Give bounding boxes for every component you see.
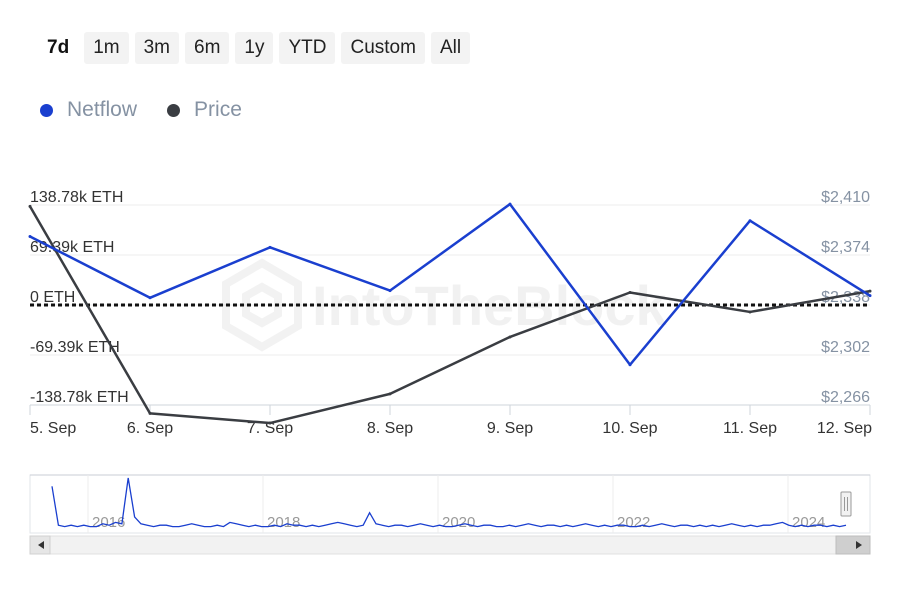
legend-dot-netflow xyxy=(40,103,53,117)
data-point-netflow xyxy=(268,245,272,249)
data-point-price xyxy=(268,421,272,425)
data-point-netflow xyxy=(148,296,152,300)
legend-label-netflow: Netflow xyxy=(67,98,138,121)
series-line-price xyxy=(28,205,871,425)
navigator-year-label: 2024 xyxy=(792,514,825,531)
data-point-price xyxy=(28,204,32,208)
range-1y-button[interactable]: 1y xyxy=(235,32,274,64)
y-left-tick-label: -138.78k ETH xyxy=(30,389,129,406)
data-point-price xyxy=(508,335,512,339)
x-axis: 5. Sep 6. Sep 7. Sep 8. Sep 9. Sep 10. Sep 11.… xyxy=(29,404,872,437)
range-selector: 7d 1m 3m 6m 1y YTD Custom All xyxy=(38,32,471,64)
y-left-tick-label: 69.39k ETH xyxy=(30,239,114,256)
data-point-price xyxy=(868,289,872,293)
scroll-right-arrow-icon xyxy=(856,541,862,549)
y-right-tick-label: $2,266 xyxy=(821,389,870,406)
data-point-netflow xyxy=(28,235,32,239)
y-right-tick-label: $2,302 xyxy=(821,339,870,356)
x-tick-label: 10. Sep xyxy=(602,420,657,437)
legend-item-netflow[interactable]: Netflow xyxy=(40,98,137,122)
x-tick-label: 5. Sep xyxy=(30,420,76,437)
navigator-year-label: 2016 xyxy=(92,514,125,531)
scrollbar-thumb xyxy=(835,535,871,555)
x-tick-label: 11. Sep xyxy=(723,420,777,437)
data-point-netflow xyxy=(748,219,752,223)
series-line-netflow xyxy=(29,202,871,367)
y-right-tick-label: $2,374 xyxy=(821,239,870,256)
navigator-year-label: 2020 xyxy=(442,514,475,531)
data-point-price xyxy=(388,392,392,396)
navigator-scrollbar[interactable] xyxy=(29,535,871,555)
legend-dot-price xyxy=(167,103,181,117)
range-6m-button[interactable]: 6m xyxy=(185,32,230,64)
data-point-netflow xyxy=(628,363,632,367)
range-custom-button[interactable]: Custom xyxy=(341,32,425,64)
range-ytd-button[interactable]: YTD xyxy=(279,32,336,64)
y-right-tick-label: $2,410 xyxy=(821,189,870,206)
x-tick-label: 9. Sep xyxy=(487,420,533,437)
y-axis-left: 138.78k ETH 69.39k ETH 0 ETH -69.39k ETH -13… xyxy=(30,189,129,406)
range-1m-button[interactable]: 1m xyxy=(84,32,129,64)
navigator-handle[interactable] xyxy=(840,491,852,517)
y-left-tick-label: -69.39k ETH xyxy=(30,339,120,356)
y-left-tick-label: 138.78k ETH xyxy=(30,189,123,206)
legend-label-price: Price xyxy=(194,98,242,121)
data-point-price xyxy=(628,291,632,294)
navigator-frame xyxy=(29,474,871,534)
scrollbar-track xyxy=(29,535,871,555)
x-tick-label: 12. Sep xyxy=(817,420,872,437)
data-point-price xyxy=(148,411,152,415)
data-point-netflow xyxy=(508,202,512,206)
navigator-year-label: 2018 xyxy=(267,514,300,531)
range-all-button[interactable]: All xyxy=(430,32,471,64)
x-tick-label: 8. Sep xyxy=(367,420,413,437)
x-tick-label: 6. Sep xyxy=(127,420,173,437)
navigator-series-line xyxy=(51,477,847,528)
navigator: 2016 2018 2020 2022 2024 xyxy=(29,474,871,555)
legend-item-price[interactable]: Price xyxy=(167,98,242,122)
navigator-handle-box xyxy=(840,491,852,517)
scroll-left-arrow-icon xyxy=(38,541,44,549)
chart-legend: Netflow Price xyxy=(40,98,242,122)
data-point-netflow xyxy=(868,294,872,298)
chart-series xyxy=(28,202,872,425)
range-3m-button[interactable]: 3m xyxy=(134,32,179,64)
x-tick-label: 7. Sep xyxy=(247,420,293,437)
range-7d-button[interactable]: 7d xyxy=(47,37,70,58)
navigator-year-label: 2022 xyxy=(617,514,650,531)
data-point-price xyxy=(748,310,752,314)
y-left-tick-label: 0 ETH xyxy=(30,289,75,306)
data-point-netflow xyxy=(388,289,392,293)
y-axis-right: $2,410$2,374$2,338$2,302$2,266 xyxy=(821,189,870,406)
